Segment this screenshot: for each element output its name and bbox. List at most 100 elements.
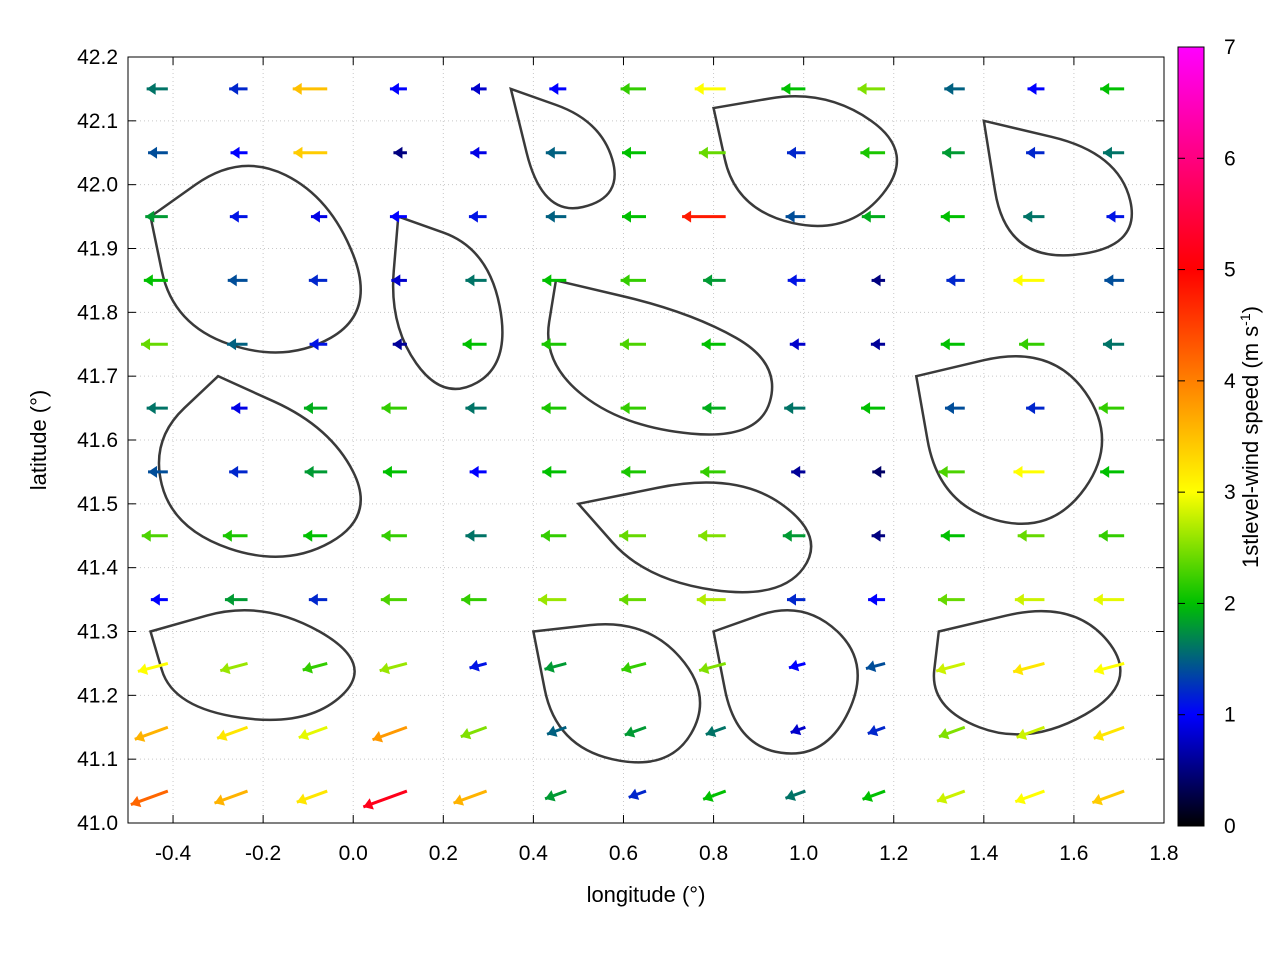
wind-vector-head <box>944 402 954 415</box>
wind-vector-head <box>1026 146 1036 159</box>
colorbar-ticks: 0 1 2 3 4 5 6 7 <box>1178 36 1236 838</box>
contour-line <box>509 86 616 210</box>
wind-vector-head <box>694 82 704 95</box>
y-tick-label: 41.0 <box>77 812 118 835</box>
x-tick-label: 0.0 <box>339 842 368 865</box>
colorbar-tick-label: 0 <box>1224 815 1236 838</box>
wind-vector-head <box>619 593 629 606</box>
wind-vector-head <box>782 529 792 542</box>
wind-vector-head <box>861 210 871 223</box>
x-tick-label: 1.6 <box>1059 842 1088 865</box>
wind-vector-head <box>538 593 548 606</box>
wind-vector-head <box>379 662 390 675</box>
wind-vector-head <box>465 529 475 542</box>
x-tick-label: 1.0 <box>789 842 818 865</box>
wind-vector-head <box>141 529 151 542</box>
wind-vector-head <box>231 402 241 415</box>
wind-vector-head <box>937 593 947 606</box>
x-tick-label: 1.2 <box>879 842 908 865</box>
wind-vector-head <box>547 725 558 737</box>
wind-vector-head <box>1017 529 1027 542</box>
wind-vectors <box>130 82 1125 810</box>
y-tick-label: 41.9 <box>77 238 118 261</box>
colorbar-label: 1stlevel-wind speed (m s-1) <box>1237 306 1263 568</box>
wind-vector-head <box>453 794 465 806</box>
wind-vector-head <box>389 82 399 95</box>
wind-vector-head <box>1014 593 1024 606</box>
wind-vector-head <box>298 728 310 741</box>
wind-vector-head <box>620 274 630 287</box>
y-axis-ticks: 41.0 41.1 41.2 41.3 41.4 41.5 41.6 41.7 41.8 41.9… <box>77 46 1164 835</box>
wind-vector-head <box>791 465 801 478</box>
wind-vector-head <box>682 210 692 223</box>
y-tick-label: 42.1 <box>77 110 118 133</box>
wind-vector-head <box>1098 402 1108 415</box>
wind-vector-head <box>940 529 950 542</box>
wind-vector-head <box>1013 663 1024 676</box>
wind-vector-head <box>310 210 320 223</box>
wind-vector-head <box>1106 210 1116 223</box>
colorbar-label-sup: -1 <box>1237 313 1253 326</box>
colorbar-tick-label: 4 <box>1224 370 1236 393</box>
wind-vector-head <box>465 402 475 415</box>
terrain-contours <box>148 86 1133 764</box>
x-tick-label: 1.4 <box>969 842 999 865</box>
colorbar-label-main: 1stlevel-wind speed (m s <box>1238 326 1263 568</box>
wind-vector-head <box>787 274 797 287</box>
wind-vector-head <box>1092 793 1103 806</box>
wind-vector-head <box>870 338 880 351</box>
y-tick-label: 41.2 <box>77 684 118 707</box>
wind-vector-head <box>784 402 794 415</box>
wind-vector-head <box>936 662 947 675</box>
wind-vector-head <box>229 82 239 95</box>
wind-vector-head <box>698 529 708 542</box>
wind-vector-head <box>230 146 240 159</box>
wind-vector-head <box>471 82 481 95</box>
wind-vector-head <box>382 465 392 478</box>
wind-vector-head <box>1104 274 1114 287</box>
wind-vector-head <box>702 402 712 415</box>
wind-vector-head <box>938 727 950 740</box>
wind-vector-head <box>469 465 479 478</box>
wind-vector-head <box>293 146 303 159</box>
wind-vector-head <box>304 465 314 478</box>
wind-vector-head <box>871 529 881 542</box>
wind-vector-head <box>944 82 954 95</box>
wind-vector-head <box>946 274 956 287</box>
wind-vector-head <box>703 790 714 802</box>
wind-vector-head <box>302 661 313 674</box>
wind-vector-head <box>227 274 237 287</box>
y-tick-label: 41.7 <box>77 365 118 388</box>
wind-vector-head <box>541 338 551 351</box>
colorbar-tick-label: 1 <box>1224 704 1236 727</box>
wind-vector-head <box>628 788 640 800</box>
wind-vector-head <box>936 792 948 804</box>
wind-vector-head <box>380 593 390 606</box>
wind-vector-head <box>790 723 802 736</box>
wind-vector-head <box>222 529 232 542</box>
wind-vector-head <box>393 146 403 159</box>
wind-vector-head <box>862 790 874 802</box>
wind-vector-head <box>549 82 559 95</box>
wind-vector-head <box>619 338 629 351</box>
wind-vector-head <box>137 663 149 675</box>
contour-line <box>391 214 504 391</box>
wind-vector-head <box>146 402 156 415</box>
wind-vector-head <box>389 210 399 223</box>
x-tick-label: 0.4 <box>519 842 549 865</box>
wind-vector-head <box>292 82 302 95</box>
wind-vector-head <box>469 659 480 672</box>
contour-line <box>148 609 356 722</box>
wind-vector-head <box>1027 82 1037 95</box>
wind-vector-head <box>1026 402 1036 415</box>
colorbar-tick-label: 7 <box>1224 36 1236 59</box>
wind-vector-head <box>701 338 711 351</box>
wind-vector-head <box>705 725 717 738</box>
y-tick-label: 41.4 <box>77 557 118 580</box>
colorbar <box>1177 46 1205 827</box>
wind-vector-head <box>460 727 472 740</box>
wind-vector-head <box>871 274 881 287</box>
grid-lines <box>128 56 1165 824</box>
wind-vector-head <box>786 593 796 606</box>
